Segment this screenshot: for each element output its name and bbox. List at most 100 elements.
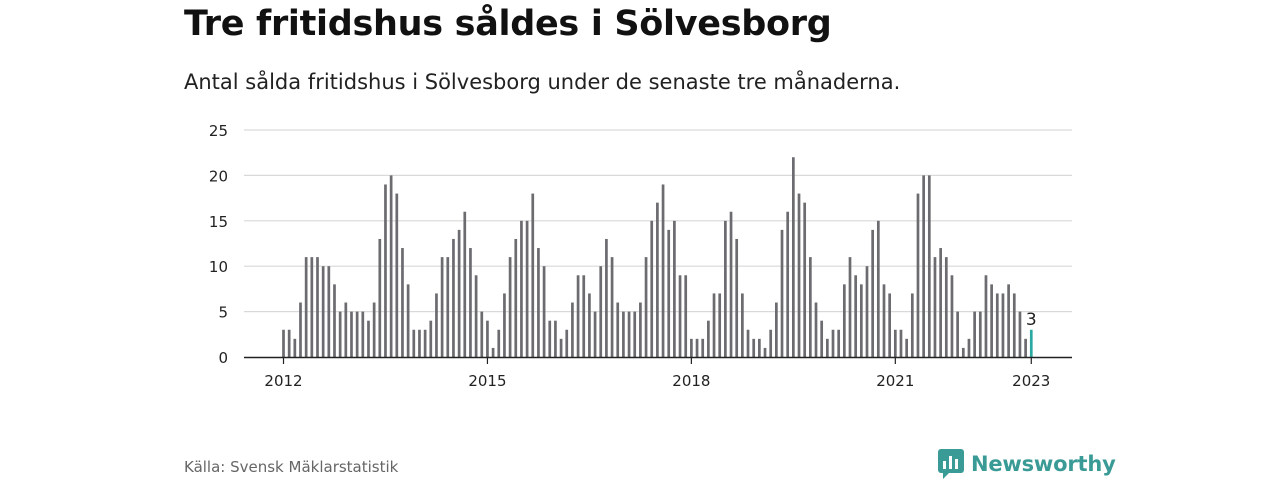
bar <box>780 229 784 357</box>
bar <box>814 302 818 357</box>
bar <box>707 320 710 357</box>
bar <box>514 238 518 357</box>
bar <box>1018 311 1022 357</box>
y-tick-label: 0 <box>218 349 228 367</box>
bar <box>905 338 908 357</box>
bar <box>616 302 620 357</box>
bar <box>656 202 659 357</box>
bar-chart: 0 5 10 15 20 25 2012 2015 2018 2021 2023 3 <box>209 122 1072 390</box>
bar <box>525 220 529 357</box>
bar <box>446 257 450 357</box>
y-tick-label: 20 <box>209 167 228 185</box>
y-tick-label: 15 <box>209 213 228 231</box>
bar <box>735 238 739 357</box>
bar <box>910 293 914 357</box>
x-tick-label: 2021 <box>876 372 914 390</box>
bar <box>888 293 892 357</box>
bar <box>990 284 993 357</box>
bar <box>950 275 954 357</box>
bar <box>338 311 342 357</box>
bar <box>752 338 756 357</box>
bar <box>531 193 535 357</box>
newsworthy-logo-icon <box>938 449 964 479</box>
bar <box>593 311 597 357</box>
bar <box>293 338 297 357</box>
bar <box>378 238 382 357</box>
bar <box>820 320 824 357</box>
bar <box>316 257 319 357</box>
bar <box>1024 338 1027 357</box>
bar <box>622 311 625 357</box>
bar <box>389 175 393 357</box>
bar <box>327 266 331 357</box>
bar <box>763 347 767 357</box>
bar <box>803 202 807 357</box>
bar <box>927 175 931 357</box>
newsworthy-logo: Newsworthy <box>937 448 1116 480</box>
bar <box>401 248 404 357</box>
bar <box>842 284 846 357</box>
bar <box>769 329 773 357</box>
bar <box>916 193 920 357</box>
bar <box>554 320 557 357</box>
bar <box>582 275 586 357</box>
bar <box>344 302 348 357</box>
bar <box>474 275 478 357</box>
y-tick-label: 5 <box>218 304 228 322</box>
bar <box>808 257 812 357</box>
bar <box>423 329 427 357</box>
bar <box>508 257 512 357</box>
bar <box>718 293 722 357</box>
bar <box>627 311 631 357</box>
bar <box>741 293 744 357</box>
bar <box>939 248 942 357</box>
bar <box>973 311 976 357</box>
bar <box>367 320 370 357</box>
x-tick-label: 2018 <box>672 372 710 390</box>
bar <box>865 266 869 357</box>
bar <box>355 311 359 357</box>
brand-name: Newsworthy <box>971 452 1116 476</box>
bar <box>503 293 506 357</box>
bar <box>639 302 642 357</box>
bar <box>956 311 959 357</box>
bar <box>588 293 591 357</box>
bar <box>350 311 353 357</box>
bar <box>571 302 574 357</box>
bar <box>548 320 552 357</box>
bar <box>542 266 546 357</box>
bar <box>576 275 580 357</box>
data-label-latest: 3 <box>1026 310 1037 330</box>
bar <box>491 347 495 357</box>
bar <box>724 220 727 357</box>
bar <box>984 275 988 357</box>
bar <box>876 220 880 357</box>
bar <box>837 329 841 357</box>
bar <box>871 229 875 357</box>
bar <box>967 338 971 357</box>
x-tick-label: 2012 <box>264 372 302 390</box>
bar <box>848 257 852 357</box>
bar <box>1001 293 1005 357</box>
chart-subtitle: Antal sålda fritidshus i Sölvesborg unde… <box>184 70 901 94</box>
bar <box>299 302 302 357</box>
bar <box>899 329 903 357</box>
bar <box>406 284 410 357</box>
bar <box>463 211 467 357</box>
bar-latest <box>1029 329 1033 357</box>
chart-title: Tre fritidshus såldes i Sölvesborg <box>184 4 832 44</box>
bar <box>961 347 965 357</box>
x-tick-label: 2023 <box>1012 372 1050 390</box>
bar <box>1007 284 1010 357</box>
bar <box>650 220 654 357</box>
bar <box>412 329 416 357</box>
bar <box>746 329 750 357</box>
bar <box>480 311 484 357</box>
bar <box>520 220 523 357</box>
bar <box>995 293 999 357</box>
bar <box>361 311 365 357</box>
bar <box>667 229 671 357</box>
bar <box>712 293 716 357</box>
bar <box>1012 293 1016 357</box>
bar <box>944 257 948 357</box>
